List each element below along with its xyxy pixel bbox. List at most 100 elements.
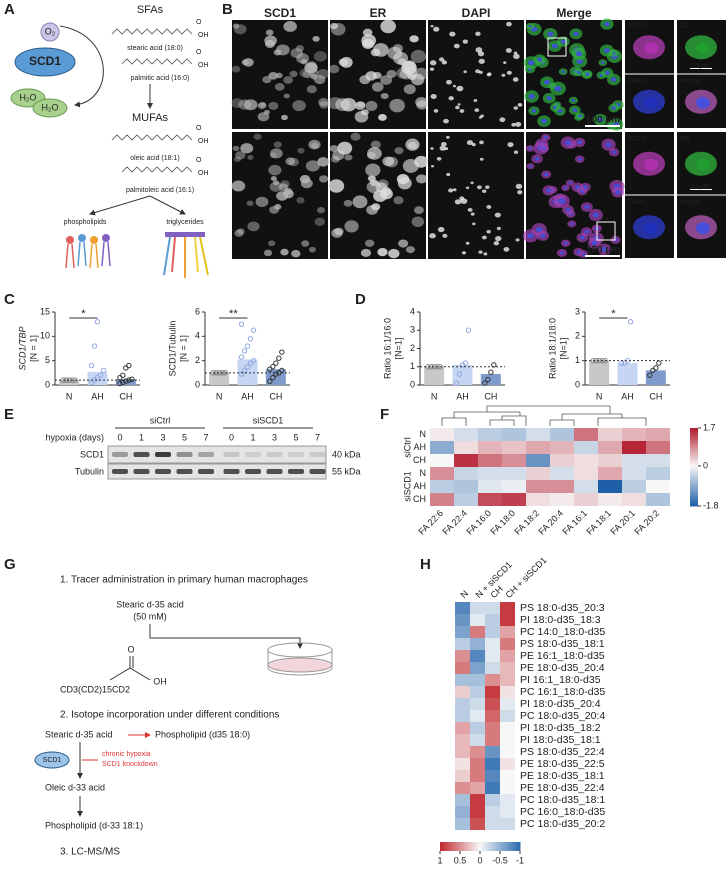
row-label: PE 18:0-d35_22:4 xyxy=(520,782,605,794)
colorbar xyxy=(512,842,515,851)
cell xyxy=(415,96,428,108)
y-axis-label: [N = 1] xyxy=(28,335,38,362)
x-tick-label: CH xyxy=(484,391,497,401)
heatmap-cell xyxy=(500,746,515,758)
label: OH xyxy=(198,32,209,39)
cell xyxy=(479,140,484,145)
cell xyxy=(335,98,351,112)
cell xyxy=(238,99,252,110)
row-label: PE 18:0-d35_20:4 xyxy=(520,662,605,674)
step-label: 1. Tracer administration in primary huma… xyxy=(60,575,308,586)
phospholipid-icons xyxy=(65,234,111,269)
data-point xyxy=(273,360,279,366)
x-tick-label: AH xyxy=(241,391,254,401)
heatmap-cell xyxy=(430,428,454,441)
heatmap-cell xyxy=(455,782,470,794)
significance: ** xyxy=(229,308,238,320)
label: H₂O xyxy=(42,102,59,112)
heatmap-cell xyxy=(500,722,515,734)
cell xyxy=(506,70,512,75)
data-point xyxy=(247,336,254,342)
label: SCD1 xyxy=(43,757,62,764)
cell xyxy=(558,198,566,204)
triglyceride-icons xyxy=(163,232,209,278)
cell xyxy=(274,83,285,91)
heatmap-cell xyxy=(485,722,500,734)
scale-label: 20 µm xyxy=(690,63,710,70)
heatmap-cell xyxy=(646,441,670,454)
heatmap-cell xyxy=(526,480,550,493)
colorbar xyxy=(478,842,481,851)
heatmap-cell xyxy=(500,710,515,722)
band xyxy=(112,452,128,457)
data-point xyxy=(241,367,248,374)
cell xyxy=(465,186,470,190)
heatmap-cell xyxy=(470,650,485,662)
cell xyxy=(610,77,617,82)
cell xyxy=(371,203,381,211)
scale-label: 100 µm xyxy=(586,115,620,126)
heatmap-cell xyxy=(470,698,485,710)
cell xyxy=(285,157,296,166)
cell xyxy=(272,180,280,186)
x-tick-label: AH xyxy=(621,391,634,401)
cell xyxy=(591,241,598,246)
scale-label: 20 µm xyxy=(690,183,710,190)
data-point xyxy=(91,343,98,349)
cell xyxy=(474,108,480,113)
colorbar xyxy=(690,431,698,435)
colorbar xyxy=(462,842,465,851)
label: Phospholipid (d35 18:0) xyxy=(155,729,250,739)
cell xyxy=(405,246,415,254)
cell xyxy=(528,24,532,28)
cell xyxy=(470,181,474,185)
cell xyxy=(475,47,483,53)
cell xyxy=(296,197,305,204)
band xyxy=(176,469,193,474)
label: palmitic acid (16:0) xyxy=(131,75,190,82)
column-header: Merge xyxy=(556,6,592,20)
data-point xyxy=(100,367,107,374)
cell xyxy=(535,226,543,233)
structure xyxy=(109,667,151,681)
band xyxy=(133,469,150,474)
cell xyxy=(332,150,345,161)
heatmap-cell xyxy=(485,770,500,782)
cell xyxy=(246,200,254,206)
significance: * xyxy=(611,308,616,320)
data-point xyxy=(482,380,488,386)
y-tick-label: 6 xyxy=(195,306,200,316)
cell xyxy=(370,140,381,149)
row-label: PI 16:1_18:0-d35 xyxy=(520,674,601,686)
cell xyxy=(507,142,514,148)
cell xyxy=(571,98,576,102)
lane-label: 0 xyxy=(229,432,234,442)
data-point xyxy=(244,364,251,370)
fatty-acid-chain xyxy=(111,28,193,35)
bar xyxy=(209,372,230,385)
cell xyxy=(644,96,658,109)
lane-label: 1 xyxy=(250,432,255,442)
cell xyxy=(466,140,474,146)
fatty-acid-chain xyxy=(121,166,193,173)
cell xyxy=(393,196,404,205)
cell xyxy=(605,142,612,148)
row-label: Tubulin xyxy=(75,466,104,476)
cell xyxy=(544,79,550,85)
cell xyxy=(231,98,244,109)
group-label: siCtrl xyxy=(402,437,412,458)
cell xyxy=(696,158,710,171)
colorbar xyxy=(488,842,491,851)
cell xyxy=(446,79,452,85)
column-label: CH + siSCD1 xyxy=(504,555,549,600)
colorbar xyxy=(690,480,698,484)
cell xyxy=(611,150,617,154)
heatmap-cell xyxy=(500,674,515,686)
cell xyxy=(515,183,523,190)
data-point xyxy=(270,364,276,370)
panel-a: SFAs stearic acid (18:0) palmitic acid (… xyxy=(10,4,209,278)
x-tick-label: N xyxy=(431,391,438,401)
cell xyxy=(231,65,241,73)
row-label: PI 18:0-d35_18:2 xyxy=(520,722,601,734)
colorbar xyxy=(690,494,698,497)
